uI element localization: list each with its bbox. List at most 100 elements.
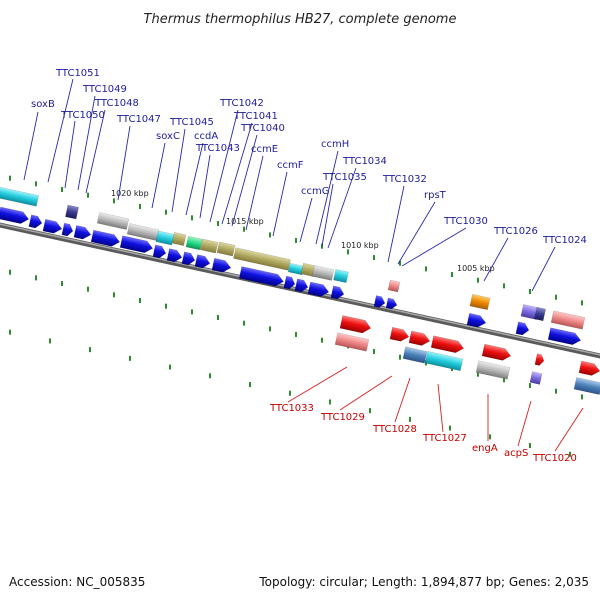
feature-TTC1041[interactable] — [199, 238, 219, 254]
gene-label-TTC1051[interactable]: TTC1051 — [55, 68, 100, 79]
cds-fwd-16[interactable] — [307, 281, 330, 298]
feature-TTC1024b[interactable] — [534, 306, 546, 322]
gene-label-TTC1045[interactable]: TTC1045 — [169, 117, 214, 128]
leader-line-reverse — [554, 407, 584, 452]
feature-TTC1043[interactable] — [171, 232, 187, 246]
cds-rev-12[interactable] — [578, 360, 600, 377]
gene-label-TTC1048[interactable]: TTC1048 — [94, 98, 139, 109]
gene-label-TTC1034[interactable]: TTC1034 — [342, 156, 387, 167]
gene-label-soxC[interactable]: soxC — [156, 131, 180, 142]
cds-fwd-19[interactable] — [385, 297, 398, 310]
feature-TTC1050[interactable] — [65, 204, 79, 220]
cds-rev-2[interactable] — [334, 332, 370, 352]
gene-label-engA[interactable]: engA — [472, 443, 498, 454]
leader-line-forward — [387, 185, 405, 263]
cds-fwd-5[interactable] — [73, 225, 92, 240]
kbp-scale: 1020 kbp 1015 kbp 1010 kbp 1005 kbp — [111, 189, 495, 273]
cds-fwd-6[interactable] — [90, 229, 121, 248]
cds-fwd-10[interactable] — [181, 251, 196, 266]
gene-label-rpsT[interactable]: rpsT — [424, 190, 447, 201]
feature-TTC1035[interactable] — [311, 265, 335, 281]
gene-label-acpS[interactable]: acpS — [504, 448, 528, 459]
gene-label-ccmH[interactable]: ccmH — [321, 139, 349, 150]
cds-fwd-3[interactable] — [42, 218, 63, 235]
gene-label-TTC1030[interactable]: TTC1030 — [443, 216, 488, 227]
cds-rev-13[interactable] — [573, 377, 600, 395]
gene-label-TTC1026[interactable]: TTC1026 — [493, 226, 538, 237]
leader-line-forward — [397, 201, 436, 265]
feature-TTC1032[interactable] — [387, 279, 401, 293]
cds-rev-10[interactable] — [534, 353, 545, 366]
leader-line-forward — [321, 183, 334, 247]
cds-fwd-9[interactable] — [166, 248, 183, 264]
leader-line-forward — [199, 154, 211, 219]
cds-fwd-8[interactable] — [152, 244, 167, 259]
gene-label-TTC1047[interactable]: TTC1047 — [116, 114, 161, 125]
cds-rev-8[interactable] — [481, 343, 512, 362]
cds-fwd-4[interactable] — [61, 222, 74, 237]
feature-TTC1042[interactable] — [185, 235, 203, 251]
grid-ticks — [9, 175, 583, 457]
cds-rev-11[interactable] — [529, 371, 543, 385]
genome-summary-text: Topology: circular; Length: 1,894,877 bp… — [258, 575, 589, 589]
cds-fwd-15[interactable] — [294, 278, 309, 293]
gene-label-TTC1024[interactable]: TTC1024 — [542, 235, 587, 246]
cds-rev-5[interactable] — [430, 335, 465, 355]
cds-fwd-17[interactable] — [330, 285, 345, 300]
feature-TTC1034[interactable] — [333, 268, 349, 284]
feature-TTC1024c[interactable] — [550, 310, 586, 330]
cds-rev-6[interactable] — [402, 346, 428, 364]
gene-label-TTC1042[interactable]: TTC1042 — [219, 98, 264, 109]
gene-label-TTC1029[interactable]: TTC1029 — [320, 412, 365, 423]
cds-rev-9[interactable] — [475, 360, 511, 380]
feature-soxB[interactable] — [0, 185, 39, 207]
leader-line-forward — [483, 237, 509, 282]
gene-label-soxB[interactable]: soxB — [31, 99, 55, 110]
cds-fwd-20[interactable] — [466, 312, 487, 329]
leader-line-forward — [401, 227, 467, 267]
cds-rev-1[interactable] — [339, 315, 372, 334]
cds-rev-7[interactable] — [424, 351, 464, 371]
gene-label-TTC1043[interactable]: TTC1043 — [195, 143, 240, 154]
gene-label-TTC1020[interactable]: TTC1020 — [532, 453, 577, 464]
gene-label-TTC1028[interactable]: TTC1028 — [372, 424, 417, 435]
gene-label-ccmF[interactable]: ccmF — [277, 160, 304, 171]
cds-fwd-14[interactable] — [283, 275, 296, 290]
leader-line-forward — [315, 150, 339, 245]
feature-ccdA[interactable] — [155, 230, 175, 246]
feature-ccmF[interactable] — [233, 247, 291, 271]
feature-TTC1040[interactable] — [216, 241, 236, 257]
cds-fwd-13[interactable] — [238, 266, 285, 287]
cds-fwd-1[interactable] — [0, 206, 30, 225]
gene-label-TTC1049[interactable]: TTC1049 — [82, 84, 127, 95]
gene-label-ccmG[interactable]: ccmG — [301, 186, 330, 197]
gene-label-ccdA[interactable]: ccdA — [194, 131, 218, 142]
cds-fwd-12[interactable] — [211, 257, 232, 274]
gene-feature-track — [0, 185, 600, 395]
gene-label-ccmE[interactable]: ccmE — [251, 144, 278, 155]
leader-line-reverse — [394, 377, 411, 423]
cds-fwd-7[interactable] — [119, 235, 154, 255]
gene-label-TTC1027[interactable]: TTC1027 — [422, 433, 467, 444]
reverse-gene-labels: TTC1033 TTC1029 TTC1028 TTC1027 engA acp… — [269, 403, 577, 464]
cds-fwd-11[interactable] — [194, 254, 211, 270]
feature-TTC1026[interactable] — [469, 293, 491, 311]
cds-fwd-2[interactable] — [28, 214, 43, 229]
gene-label-TTC1035[interactable]: TTC1035 — [322, 172, 367, 183]
cds-fwd-21[interactable] — [515, 321, 530, 336]
leader-line-forward — [77, 95, 96, 191]
map-title: Thermus thermophilus HB27, complete geno… — [144, 12, 457, 27]
feature-soxC[interactable] — [96, 212, 130, 230]
cds-rev-4[interactable] — [408, 330, 431, 347]
gene-label-TTC1033[interactable]: TTC1033 — [269, 403, 314, 414]
gene-label-TTC1040[interactable]: TTC1040 — [240, 123, 285, 134]
leader-line-forward — [231, 134, 258, 227]
gene-label-TTC1032[interactable]: TTC1032 — [382, 174, 427, 185]
cds-fwd-18[interactable] — [373, 295, 386, 309]
cds-rev-3[interactable] — [389, 326, 410, 343]
gene-label-TTC1050[interactable]: TTC1050 — [60, 110, 105, 121]
gene-label-TTC1041[interactable]: TTC1041 — [233, 111, 278, 122]
leader-line-forward — [299, 197, 313, 243]
cds-fwd-22[interactable] — [547, 327, 582, 347]
